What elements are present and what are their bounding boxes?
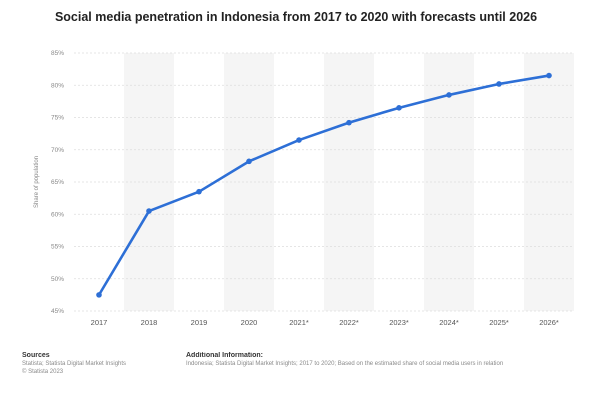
y-tick-label: 65% [51,179,64,186]
y-tick-labels: 45% 50% 55% 60% 65% 70% 75% 80% 85% [51,50,64,315]
x-tick-label: 2018 [141,318,158,327]
x-tick-label: 2025* [489,318,509,327]
y-tick-label: 50% [51,276,64,283]
additional-info-heading: Additional Information: [186,352,263,359]
additional-info-text: Indonesia; Statista Digital Market Insig… [186,361,504,367]
data-point[interactable] [296,137,302,143]
y-tick-label: 55% [51,244,64,251]
data-point[interactable] [396,105,402,111]
additional-info-block: Additional Information: Indonesia; Stati… [186,352,586,368]
x-tick-label: 2017 [91,318,108,327]
y-tick-label: 80% [51,82,64,89]
data-point[interactable] [146,208,152,214]
y-tick-label: 75% [51,115,64,122]
x-tick-label: 2021* [289,318,309,327]
x-tick-label: 2026* [539,318,559,327]
data-point[interactable] [496,81,502,87]
plot-band [124,53,174,311]
sources-line-1[interactable]: Statista; Statista Digital Market Insigh… [22,361,127,367]
x-tick-label: 2024* [439,318,459,327]
y-tick-label: 70% [51,147,64,154]
plot-band [224,53,274,311]
data-point[interactable] [346,119,352,126]
sources-line-2: © Statista 2023 [22,369,64,375]
x-tick-labels: 2017 2018 2019 2020 2021* 2022* 2023* 2024* 2025… [91,318,559,327]
plot-band [524,53,574,311]
data-point[interactable] [246,158,252,165]
x-tick-label: 2022* [339,318,359,327]
series-line [97,74,551,297]
y-tick-label: 60% [51,211,64,218]
plot-band [324,53,374,311]
plot-bands [124,53,574,311]
sources-heading: Sources [22,352,50,359]
chart-title: Social media penetration in Indonesia fr… [54,10,538,24]
y-axis-label: Share of population [34,156,40,208]
x-tick-label: 2020 [241,318,258,327]
data-point[interactable] [196,188,202,195]
x-tick-label: 2019 [191,318,208,327]
series-group [96,72,552,298]
data-point[interactable] [546,72,552,79]
data-point[interactable] [96,292,102,298]
y-tick-label: 45% [51,308,64,315]
y-tick-label: 85% [51,50,64,57]
data-point[interactable] [446,92,452,98]
sources-block: Sources Statista; Statista Digital Marke… [22,352,126,376]
x-tick-label: 2023* [389,318,409,327]
